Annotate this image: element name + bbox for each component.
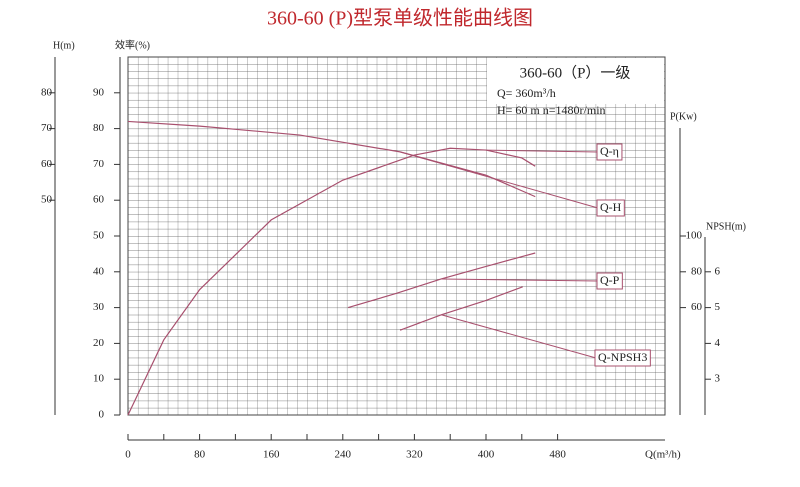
info-box bbox=[487, 58, 664, 104]
y-tick-label: 30 bbox=[93, 301, 105, 313]
legend-label: Q-η bbox=[600, 144, 619, 158]
curve bbox=[399, 286, 523, 331]
x-tick-label: 80 bbox=[194, 449, 206, 461]
info-title: 360-60（P）一级 bbox=[520, 64, 631, 81]
y-tick-label: 3 bbox=[715, 373, 721, 385]
y-tick-label: 80 bbox=[41, 86, 53, 98]
y-tick-label: 60 bbox=[41, 158, 53, 170]
x-tick-label: 160 bbox=[263, 449, 280, 461]
y-axis-label: H(m) bbox=[53, 40, 75, 51]
y-axis-label: NPSH(m) bbox=[706, 221, 746, 232]
grid bbox=[127, 56, 666, 416]
legend-box bbox=[596, 199, 625, 217]
legend-label: Q-P bbox=[600, 273, 620, 287]
y-axis-label: P(Kw) bbox=[670, 111, 697, 122]
x-axis-label: Q(m³/h) bbox=[645, 449, 681, 461]
x-tick-label: 400 bbox=[478, 449, 495, 461]
y-tick-label: 60 bbox=[93, 194, 105, 206]
y-tick-label: 10 bbox=[93, 373, 105, 385]
y-tick-label: 70 bbox=[93, 158, 105, 170]
legend-box bbox=[594, 349, 651, 367]
curve bbox=[127, 147, 536, 416]
y-tick-label: 100 bbox=[686, 230, 703, 242]
y-axis-label: 效率(%) bbox=[115, 38, 150, 51]
y-tick-label: 6 bbox=[715, 265, 721, 277]
info-head: H= 60 m n=1480r/min bbox=[497, 103, 606, 117]
y-tick-label: 50 bbox=[41, 194, 53, 206]
y-tick-label: 80 bbox=[93, 122, 105, 134]
legend-box bbox=[596, 272, 623, 290]
y-tick-label: 80 bbox=[691, 265, 703, 277]
y-tick-label: 5 bbox=[715, 301, 721, 313]
leader-line bbox=[441, 278, 599, 282]
info-flow: Q= 360m³/h bbox=[497, 86, 556, 100]
leader-line bbox=[441, 314, 597, 359]
y-tick-label: 70 bbox=[41, 122, 53, 134]
legend-box bbox=[596, 143, 623, 161]
y-tick-label: 4 bbox=[715, 337, 721, 349]
y-tick-label: 90 bbox=[93, 86, 105, 98]
y-tick-label: 20 bbox=[93, 337, 105, 349]
y-tick-label: 50 bbox=[93, 230, 105, 242]
x-tick-label: 320 bbox=[406, 449, 423, 461]
leader-line bbox=[485, 149, 599, 153]
x-tick-label: 240 bbox=[335, 449, 352, 461]
x-tick-label: 480 bbox=[549, 449, 566, 461]
legend-label: Q-NPSH3 bbox=[598, 350, 647, 364]
y-tick-label: 60 bbox=[691, 301, 703, 313]
y-tick-label: 0 bbox=[99, 409, 105, 421]
x-tick-label: 0 bbox=[125, 449, 131, 461]
chart-title: 360-60 (P)型泵单级性能曲线图 bbox=[267, 7, 533, 30]
y-tick-label: 40 bbox=[93, 265, 105, 277]
leader-line bbox=[399, 151, 599, 209]
legend-label: Q-H bbox=[600, 200, 622, 214]
